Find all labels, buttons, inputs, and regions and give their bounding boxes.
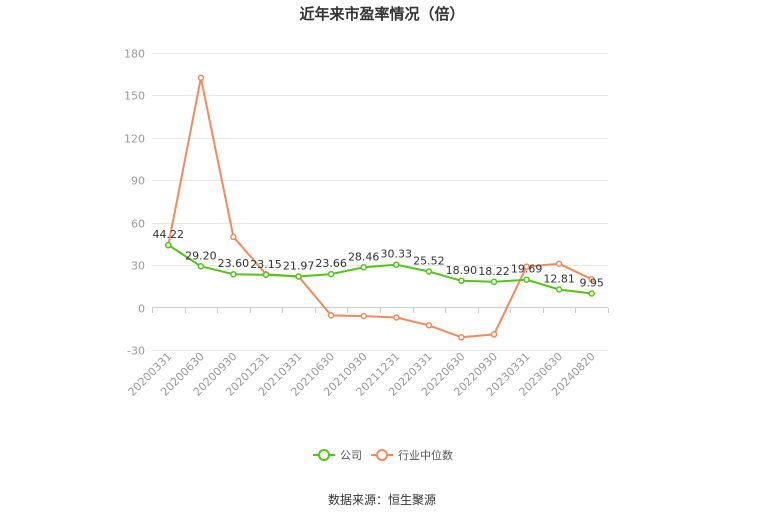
- industry-point[interactable]: [555, 260, 563, 267]
- company-point[interactable]: [327, 270, 335, 278]
- company-point[interactable]: [262, 271, 270, 279]
- series-line-industry: [167, 76, 593, 339]
- company-point[interactable]: [490, 278, 498, 286]
- chart-title: 近年来市盈率情况（倍）: [299, 5, 464, 23]
- legend-item-company[interactable]: 公司: [313, 449, 362, 462]
- legend: 公司 行业中位数: [313, 448, 453, 462]
- series-line-company: [167, 244, 592, 295]
- legend-industry-label: 行业中位数: [398, 448, 453, 462]
- company-data-label: 9.95: [579, 277, 604, 290]
- y-tick-label: 180: [124, 48, 145, 61]
- company-point[interactable]: [197, 263, 205, 270]
- company-point[interactable]: [458, 277, 465, 285]
- company-point[interactable]: [165, 241, 172, 249]
- y-tick-label: 60: [131, 218, 145, 231]
- source-note: 数据来源：恒生聚源: [328, 492, 436, 507]
- company-data-label: 23.60: [218, 257, 250, 270]
- y-tick-label: -30: [127, 345, 145, 358]
- x-axis-ticks: 2020033120200630202009302020123120210331…: [126, 308, 609, 399]
- company-data-label: 28.46: [348, 250, 380, 263]
- industry-point[interactable]: [360, 312, 367, 320]
- company-data-label: 29.20: [185, 249, 217, 262]
- legend-item-industry[interactable]: 行业中位数: [371, 448, 453, 462]
- company-point[interactable]: [555, 286, 563, 293]
- grid-lines: [152, 53, 608, 351]
- industry-point[interactable]: [425, 322, 433, 329]
- legend-company-marker: [318, 449, 330, 461]
- company-point[interactable]: [295, 273, 302, 280]
- industry-point[interactable]: [490, 331, 498, 338]
- company-data-label: 18.22: [478, 265, 510, 278]
- company-data-label: 30.33: [381, 248, 413, 261]
- company-data-label: 25.52: [413, 255, 445, 268]
- company-point[interactable]: [230, 270, 237, 278]
- company-data-label: 23.66: [315, 257, 347, 270]
- industry-point[interactable]: [327, 312, 335, 319]
- legend-industry-marker: [376, 449, 388, 461]
- y-axis-ticks: -30 0 30 60 90 120 150 180: [124, 48, 145, 358]
- company-point[interactable]: [393, 261, 400, 268]
- company-data-label: 23.15: [250, 258, 282, 271]
- company-data-label: 18.90: [446, 264, 478, 277]
- industry-point[interactable]: [230, 233, 237, 241]
- series-lines: [165, 74, 595, 341]
- industry-point[interactable]: [523, 263, 530, 270]
- industry-point[interactable]: [588, 276, 595, 283]
- company-data-label: 19.69: [511, 263, 543, 276]
- industry-point[interactable]: [458, 334, 465, 341]
- company-data-label: 12.81: [543, 273, 575, 286]
- y-tick-label: 30: [131, 260, 145, 273]
- y-tick-label: 0: [138, 303, 145, 316]
- company-point[interactable]: [588, 290, 595, 297]
- y-tick-label: 120: [124, 133, 145, 146]
- y-tick-label: 150: [124, 90, 145, 103]
- company-data-label: 21.97: [283, 260, 315, 273]
- company-point[interactable]: [425, 268, 433, 275]
- industry-point[interactable]: [393, 314, 400, 321]
- legend-company-label: 公司: [340, 449, 362, 462]
- company-data-label: 44.22: [153, 228, 185, 241]
- company-point[interactable]: [523, 276, 530, 283]
- industry-point[interactable]: [197, 74, 205, 82]
- company-point[interactable]: [360, 264, 367, 271]
- y-tick-label: 90: [131, 175, 145, 188]
